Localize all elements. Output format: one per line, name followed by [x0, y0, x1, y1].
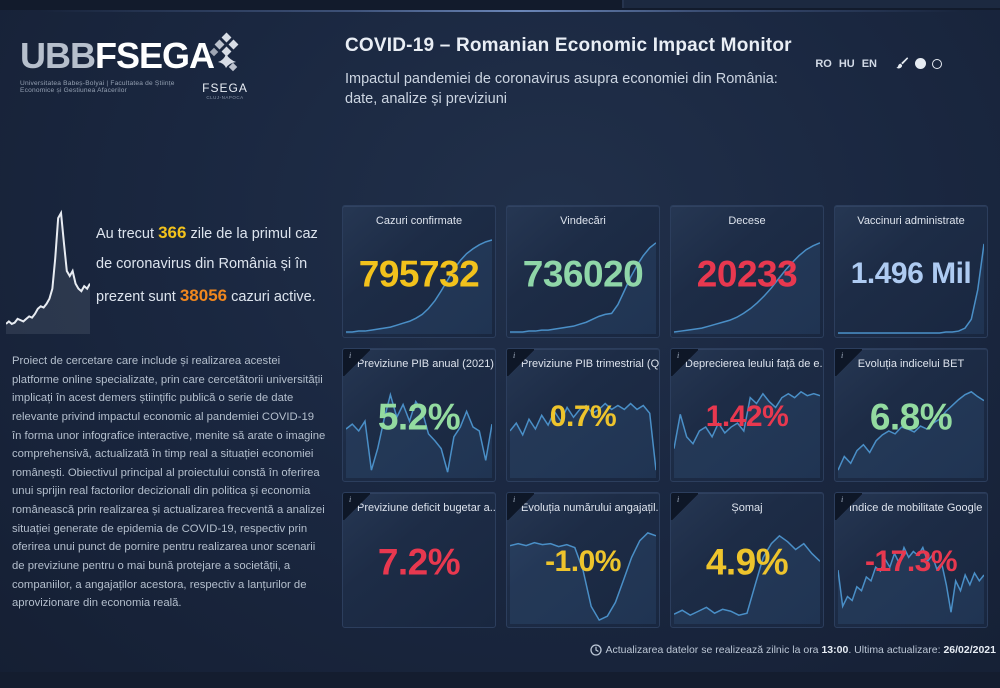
fsega-diamonds-icon: [209, 32, 239, 72]
card-title: Vindecări: [560, 215, 606, 227]
metric-card-2[interactable]: Vindecări 736020: [506, 205, 660, 338]
info-icon[interactable]: i: [671, 493, 698, 520]
intro-pre: Au trecut: [96, 226, 159, 242]
intro-post: cazuri active.: [227, 289, 316, 305]
logo-fsega: FSEGA: [95, 35, 215, 76]
info-icon[interactable]: i: [671, 349, 698, 376]
metric-card-4[interactable]: Vaccinuri administrate 1.496 Mil: [834, 205, 988, 338]
top-strip-right: [622, 0, 1000, 8]
card-value: 795732: [358, 253, 480, 295]
card-value: 736020: [522, 253, 644, 295]
card-value: 0.7%: [549, 400, 617, 434]
info-icon[interactable]: i: [507, 493, 534, 520]
page-title: COVID-19 – Romanian Economic Impact Moni…: [345, 35, 792, 56]
card-sparkline: [674, 236, 820, 334]
metric-card-5[interactable]: i Previziune PIB anual (2021) 5.2%: [342, 348, 496, 482]
lang-ro[interactable]: RO: [815, 57, 832, 70]
card-sparkline: [838, 380, 984, 478]
info-icon[interactable]: i: [507, 349, 534, 376]
intro-text: Au trecut 366 zile de la primul caz de c…: [96, 216, 334, 313]
card-value: 1.496 Mil: [850, 256, 972, 290]
card-sparkline: [346, 236, 492, 334]
info-icon[interactable]: i: [343, 349, 370, 376]
metric-card-6[interactable]: i Previziune PIB trimestrial (Q... 0.7%: [506, 348, 660, 482]
info-icon[interactable]: i: [835, 349, 862, 376]
clock-icon: [589, 644, 602, 656]
metric-card-11[interactable]: i Șomaj 4.9%: [670, 492, 824, 628]
update-text: Actualizarea datelor se realizează zilni…: [605, 644, 997, 656]
card-title: Deprecierea leului față de e...: [685, 358, 823, 370]
metric-card-9[interactable]: i Previziune deficit bugetar a... 7.2%: [342, 492, 496, 628]
badge-sub: CLUJ-NAPOCA: [206, 95, 244, 100]
page-subtitle: Impactul pandemiei de coronavirus asupra…: [345, 71, 778, 107]
bottom-band: [0, 672, 1000, 688]
days-count: 366: [158, 223, 187, 242]
card-value: 7.2%: [377, 541, 461, 583]
card-value: -1.0%: [545, 545, 621, 579]
logo-wordmark: UBBFSEGA: [20, 35, 215, 76]
intro-mid: zile de la primul caz de coronavirus din…: [96, 226, 318, 305]
card-value: 4.9%: [705, 541, 789, 583]
update-time: 13:00: [821, 644, 849, 656]
metric-cards-grid: Cazuri confirmate 795732 Vindecări 73602…: [342, 205, 990, 628]
lang-en[interactable]: EN: [861, 57, 877, 70]
update-date: 26/02/2021: [943, 644, 996, 656]
card-title: Șomaj: [731, 502, 763, 514]
card-sparkline: [838, 526, 984, 624]
metric-card-1[interactable]: Cazuri confirmate 795732: [342, 205, 496, 338]
card-sparkline: [674, 380, 820, 478]
update-bar: Actualizarea datelor se realizează zilni…: [589, 644, 997, 656]
card-title: Previziune PIB anual (2021): [357, 358, 494, 370]
card-value: 20233: [696, 253, 798, 295]
logo-tagline: Universitatea Babeș-Bolyai | Facultatea …: [20, 80, 175, 94]
card-sparkline: [674, 526, 820, 624]
card-title: Cazuri confirmate: [375, 215, 463, 227]
logo-ubb: UBB: [20, 35, 96, 76]
dark-theme-icon[interactable]: [915, 58, 926, 69]
card-title: Evoluția numărului angajațil...: [521, 502, 659, 514]
card-sparkline: [346, 380, 492, 478]
card-value: 5.2%: [377, 396, 461, 438]
brush-icon[interactable]: [894, 56, 909, 71]
logo[interactable]: UBBFSEGA Universitatea Babeș-Bolyai | Fa…: [20, 35, 215, 95]
top-highlight-line: [0, 10, 1000, 12]
light-theme-icon[interactable]: [932, 58, 942, 69]
card-value: 6.8%: [869, 396, 953, 438]
info-icon[interactable]: i: [343, 493, 370, 520]
card-value: -17.3%: [864, 545, 958, 579]
fsega-badge: FSEGA CLUJ-NAPOCA: [196, 32, 254, 100]
language-theme-switcher: RO HU EN: [815, 56, 942, 71]
card-title: Evoluția indicelui BET: [857, 358, 965, 370]
active-cases-count: 38056: [179, 286, 228, 305]
info-icon[interactable]: i: [835, 493, 862, 520]
badge-name: FSEGA: [202, 81, 248, 95]
metric-card-7[interactable]: i Deprecierea leului față de e... 1.42%: [670, 348, 824, 482]
card-title: Previziune PIB trimestrial (Q...: [521, 358, 659, 370]
project-description: Proiect de cercetare care include și rea…: [12, 355, 326, 610]
card-title: Vaccinuri administrate: [857, 215, 965, 227]
metric-card-3[interactable]: Decese 20233: [670, 205, 824, 338]
metric-card-8[interactable]: i Evoluția indicelui BET 6.8%: [834, 348, 988, 482]
top-strip: [0, 0, 1000, 10]
card-sparkline: [510, 236, 656, 334]
card-title: Indice de mobilitate Google: [849, 502, 983, 514]
card-sparkline: [838, 236, 984, 334]
metric-card-12[interactable]: i Indice de mobilitate Google -17.3%: [834, 492, 988, 628]
card-value: 1.42%: [705, 400, 789, 434]
lang-hu[interactable]: HU: [838, 57, 855, 70]
card-title: Previziune deficit bugetar a...: [357, 502, 495, 514]
active-cases-sparkline: [6, 208, 90, 334]
card-title: Decese: [728, 215, 766, 227]
metric-card-10[interactable]: i Evoluția numărului angajațil... -1.0%: [506, 492, 660, 628]
card-sparkline: [510, 380, 656, 478]
theme-icons: [894, 56, 942, 71]
card-sparkline: [510, 526, 656, 624]
